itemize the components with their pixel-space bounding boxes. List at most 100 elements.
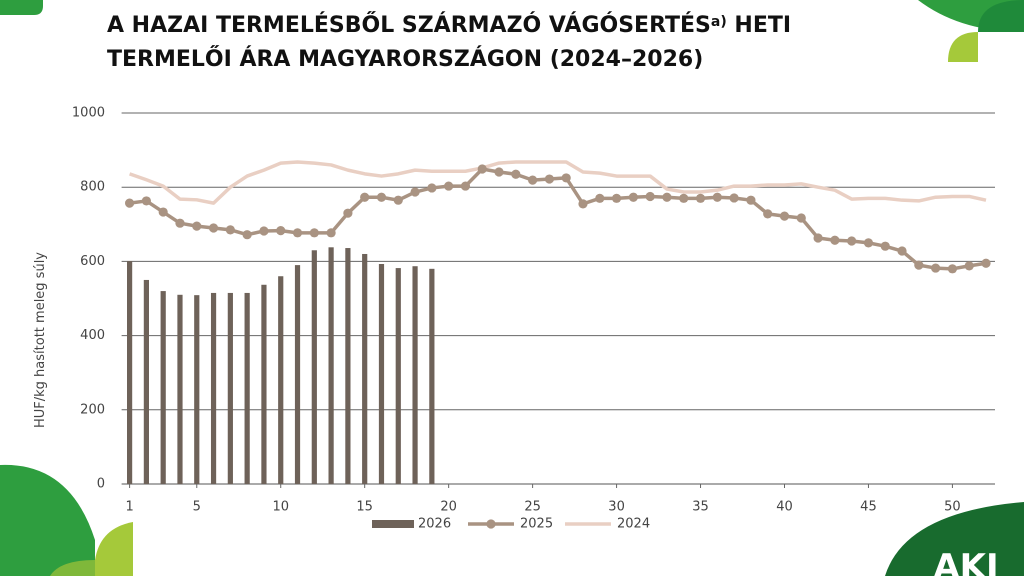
marker <box>494 167 504 177</box>
marker <box>259 226 269 236</box>
marker <box>444 181 454 191</box>
decor <box>885 502 1024 576</box>
bar <box>378 263 385 484</box>
bar <box>127 261 133 484</box>
x-tick-label: 50 <box>944 500 961 515</box>
marker <box>276 226 286 236</box>
decor <box>948 32 978 62</box>
marker <box>477 164 487 174</box>
x-tick-label: 35 <box>692 500 709 515</box>
marker <box>343 208 353 218</box>
legend-label: 2026 <box>418 517 451 532</box>
marker <box>981 258 991 268</box>
marker <box>427 183 437 193</box>
title-superscript: a) <box>711 14 727 30</box>
bar <box>261 284 267 484</box>
marker <box>679 193 689 203</box>
marker <box>208 223 219 233</box>
bar <box>429 268 435 484</box>
marker <box>544 174 555 184</box>
marker <box>931 263 941 273</box>
marker <box>947 264 958 274</box>
bar <box>328 247 334 484</box>
bar <box>227 292 233 484</box>
x-tick-label: 1 <box>125 500 133 515</box>
y-tick-label: 400 <box>80 328 105 343</box>
y-tick-label: 200 <box>80 402 105 417</box>
marker <box>863 238 874 248</box>
bar <box>345 248 351 484</box>
marker <box>611 193 622 203</box>
marker <box>242 230 252 240</box>
x-tick-label: 10 <box>272 500 289 515</box>
marker <box>847 236 857 246</box>
marker <box>393 195 403 205</box>
y-tick-label: 0 <box>97 477 105 492</box>
marker <box>628 192 638 202</box>
decor <box>0 0 43 15</box>
marker <box>880 241 890 251</box>
x-tick-label: 30 <box>608 500 625 515</box>
bar <box>160 291 166 484</box>
bar <box>412 266 418 484</box>
bar <box>362 253 368 484</box>
marker <box>292 228 303 238</box>
marker <box>662 192 672 202</box>
marker <box>645 191 655 202</box>
decor <box>95 522 133 576</box>
title-part: A HAZAI TERMELÉSBŐL SZÁRMAZÓ VÁGÓSERTÉS <box>107 12 711 38</box>
bar <box>395 268 401 484</box>
marker <box>695 193 706 203</box>
marker <box>460 181 471 191</box>
x-tick-label: 45 <box>860 500 877 515</box>
marker <box>511 169 521 179</box>
marker <box>830 235 840 245</box>
bar <box>294 265 301 484</box>
decor <box>978 0 1024 32</box>
marker <box>561 173 571 183</box>
decor <box>50 560 95 576</box>
marker <box>360 192 370 202</box>
bar <box>244 292 250 484</box>
y-tick-label: 800 <box>80 180 105 195</box>
marker <box>813 233 823 243</box>
logo: AKI <box>933 547 998 576</box>
x-tick-label: 25 <box>524 500 541 515</box>
chart-title: A HAZAI TERMELÉSBŐL SZÁRMAZÓ VÁGÓSERTÉSa… <box>107 12 791 38</box>
legend-label: 2024 <box>617 517 650 532</box>
bar <box>311 250 317 484</box>
marker <box>746 195 756 205</box>
marker <box>376 192 387 202</box>
bar <box>143 279 149 484</box>
x-tick-label: 40 <box>776 500 793 515</box>
marker <box>192 221 202 231</box>
bar <box>177 294 183 484</box>
marker <box>326 228 336 238</box>
marker <box>897 246 907 256</box>
marker <box>125 198 135 208</box>
x-tick-label: 5 <box>193 500 201 515</box>
marker <box>141 196 151 206</box>
bar <box>278 276 284 484</box>
marker <box>914 260 924 270</box>
marker <box>779 211 790 221</box>
line <box>129 167 987 271</box>
marker <box>712 192 722 202</box>
marker <box>410 187 420 197</box>
chart-title: TERMELŐI ÁRA MAGYARORSZÁGON (2024–2026) <box>107 46 703 72</box>
marker <box>796 213 806 223</box>
marker <box>528 175 538 185</box>
marker <box>729 193 739 203</box>
x-tick-label: 15 <box>356 500 373 515</box>
marker <box>309 228 319 238</box>
legend-swatch <box>372 520 414 528</box>
line <box>129 160 987 205</box>
y-tick-label: 1000 <box>72 106 105 121</box>
marker <box>964 261 974 271</box>
legend-swatch <box>486 519 496 529</box>
legend-label: 2025 <box>520 517 553 532</box>
decor <box>0 464 95 576</box>
